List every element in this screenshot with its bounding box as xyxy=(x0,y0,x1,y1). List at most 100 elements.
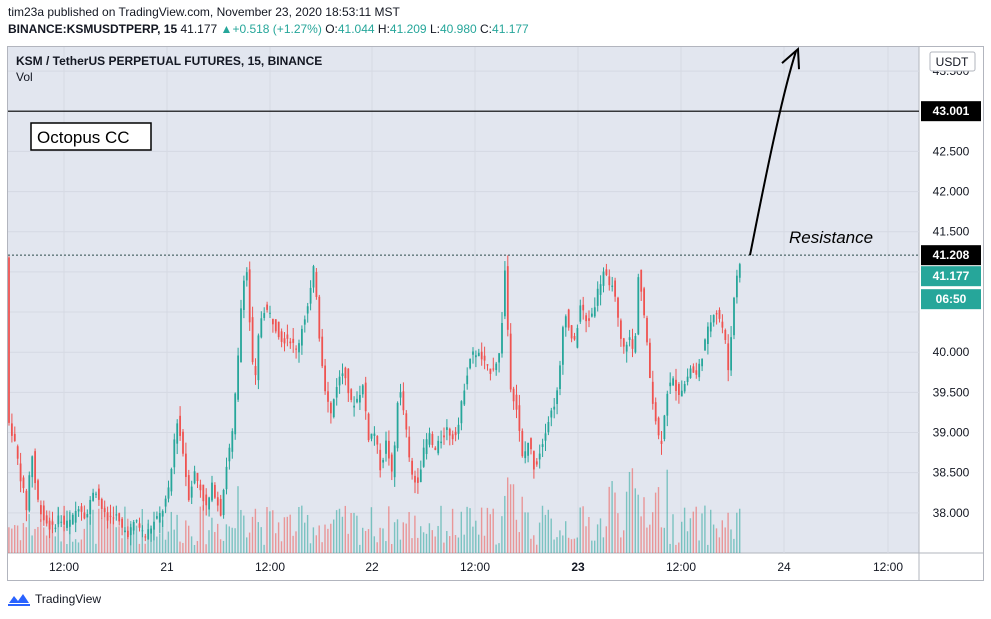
candle-down xyxy=(25,490,28,511)
candle-up xyxy=(228,447,231,462)
volume-bar xyxy=(538,522,541,553)
volume-bar xyxy=(391,544,393,553)
candle-up xyxy=(475,355,477,358)
countdown-tag: 06:50 xyxy=(921,289,981,310)
candle-up xyxy=(463,390,466,405)
candle-down xyxy=(402,391,405,411)
price-chart[interactable]: 43.50042.50042.00041.50040.00039.50039.0… xyxy=(8,47,983,580)
volume-bar xyxy=(460,511,462,553)
candle-up xyxy=(541,444,544,447)
high-label: H: xyxy=(377,22,390,36)
price-tick-label: 41.500 xyxy=(933,225,970,239)
candle-up xyxy=(132,521,135,531)
candle-up xyxy=(637,277,640,335)
candle-down xyxy=(454,431,457,436)
candle-up xyxy=(135,520,138,522)
candle-down xyxy=(37,480,39,500)
candle-down xyxy=(34,451,36,484)
currency-label: USDT xyxy=(936,55,969,69)
volume-bar xyxy=(573,538,576,553)
volume-bar xyxy=(219,539,222,553)
candle-up xyxy=(167,487,170,499)
target-price-tag: 43.001 xyxy=(921,101,981,122)
time-tick-label: 22 xyxy=(365,560,379,574)
volume-bar xyxy=(170,511,172,553)
candle-up xyxy=(158,513,161,523)
volume-bar xyxy=(605,526,607,553)
volume-bar xyxy=(161,520,164,553)
candle-down xyxy=(489,368,492,374)
candle-up xyxy=(153,521,155,530)
candle-down xyxy=(205,494,208,506)
volume-bar xyxy=(344,505,346,553)
candle-down xyxy=(573,336,576,340)
volume-bar xyxy=(106,513,109,553)
volume-bar xyxy=(599,518,602,553)
candle-down xyxy=(530,438,532,450)
volume-bar xyxy=(489,514,491,553)
candle-up xyxy=(591,313,593,317)
volume-bar xyxy=(654,492,657,553)
volume-bar xyxy=(304,522,306,553)
candle-down xyxy=(286,334,289,339)
volume-bar xyxy=(718,537,721,553)
candle-down xyxy=(390,454,393,472)
candle-up xyxy=(190,486,193,498)
volume-bar xyxy=(530,538,532,553)
volume-bar xyxy=(736,512,738,553)
volume-bar xyxy=(611,481,613,553)
time-tick-label: 12:00 xyxy=(49,560,79,574)
candle-up xyxy=(736,275,738,298)
candle-up xyxy=(437,440,440,454)
volume-bar xyxy=(454,535,457,553)
volume-bar xyxy=(208,530,210,553)
candle-up xyxy=(385,440,387,454)
candle-up xyxy=(237,355,239,400)
volume-bar xyxy=(478,534,480,553)
volume-bar xyxy=(376,542,378,553)
volume-bar xyxy=(393,522,396,553)
time-axis[interactable] xyxy=(8,553,919,580)
volume-bar xyxy=(347,533,349,553)
price-tick-label: 38.500 xyxy=(933,466,970,480)
candle-up xyxy=(504,270,506,317)
candle-down xyxy=(118,513,121,522)
candle-up xyxy=(576,328,579,348)
candle-down xyxy=(622,338,625,347)
candle-up xyxy=(672,378,674,386)
candle-up xyxy=(579,305,582,322)
candle-up xyxy=(338,376,341,386)
price-axis[interactable] xyxy=(919,47,983,580)
volume-bar xyxy=(521,496,523,553)
publisher-line: tim23a published on TradingView.com, Nov… xyxy=(8,5,400,19)
text-box-annotation[interactable]: Octopus CC xyxy=(30,122,152,151)
candle-up xyxy=(269,312,271,314)
volume-bar xyxy=(672,514,674,553)
volume-bar xyxy=(156,536,158,553)
candle-down xyxy=(376,436,379,445)
candle-down xyxy=(289,341,292,344)
volume-bar xyxy=(634,488,636,553)
volume-bar xyxy=(657,487,660,553)
volume-bar xyxy=(185,520,187,553)
volume-bar xyxy=(588,517,590,553)
candle-up xyxy=(469,359,471,369)
volume-bar xyxy=(582,506,584,553)
candle-up xyxy=(147,529,150,540)
candle-up xyxy=(550,410,553,418)
volume-bar xyxy=(266,507,268,553)
forecast-arrow-icon[interactable] xyxy=(749,50,797,256)
resistance-label: Resistance xyxy=(789,228,873,247)
footer-brand: TradingView xyxy=(35,592,102,606)
volume-bar xyxy=(428,523,431,553)
candle-up xyxy=(730,337,732,371)
volume-bar xyxy=(565,521,567,553)
candle-up xyxy=(77,509,80,512)
currency-badge[interactable]: USDT xyxy=(929,51,976,72)
chart-frame[interactable]: 43.50042.50042.00041.50040.00039.50039.0… xyxy=(7,46,984,581)
candle-up xyxy=(176,423,179,444)
volume-bar xyxy=(132,528,135,553)
volume-bar xyxy=(312,527,315,553)
volume-bar xyxy=(399,539,402,553)
volume-bar xyxy=(240,509,242,553)
